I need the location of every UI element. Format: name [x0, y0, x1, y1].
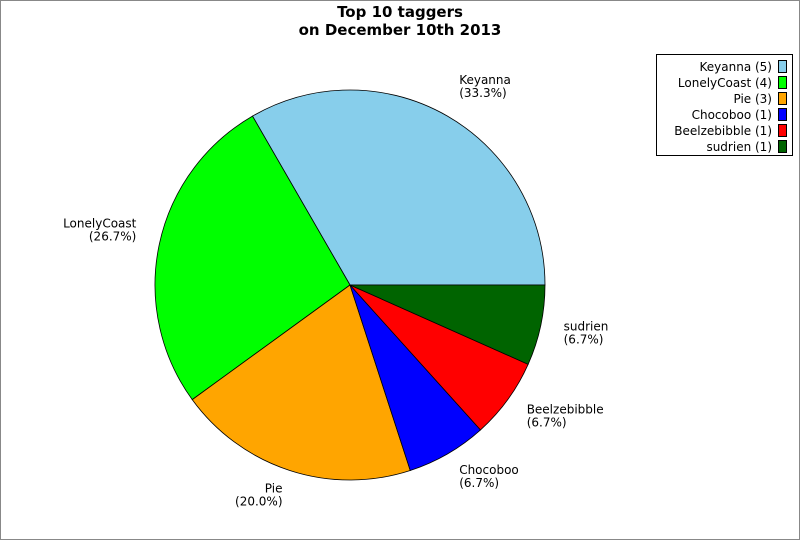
legend-label: Keyanna (5) [700, 60, 773, 74]
legend-label: LonelyCoast (4) [678, 76, 772, 90]
legend-label: Beelzebibble (1) [674, 124, 772, 138]
chart-title: Top 10 taggers [337, 3, 463, 21]
legend-swatch [778, 92, 787, 105]
slice-percent: (33.3%) [459, 86, 506, 100]
chart-subtitle: on December 10th 2013 [299, 21, 502, 39]
slice-label: sudrien [564, 319, 609, 333]
pie-slice [349, 284, 546, 365]
slice-percent: (26.7%) [89, 230, 136, 244]
slice-label: Chocoboo [459, 463, 519, 477]
legend-box [656, 54, 793, 156]
pie-slice [154, 115, 351, 401]
legend-label: sudrien (1) [706, 140, 772, 154]
slice-percent: (6.7%) [527, 415, 567, 429]
legend-swatch [778, 76, 787, 89]
slice-percent: (20.0%) [235, 495, 282, 509]
legend-swatch [778, 124, 787, 137]
pie-slice [251, 89, 546, 286]
legend-swatch [778, 140, 787, 153]
slice-percent: (6.7%) [459, 476, 499, 490]
legend-label: Pie (3) [733, 92, 772, 106]
slice-percent: (6.7%) [564, 332, 604, 346]
legend-label: Chocoboo (1) [692, 108, 772, 122]
slice-label: Beelzebibble [527, 402, 604, 416]
slice-label: Pie [265, 482, 283, 496]
slice-label: Keyanna [459, 73, 511, 87]
legend-swatch [778, 60, 787, 73]
pie-slice [191, 284, 411, 481]
slice-label: LonelyCoast [63, 217, 137, 231]
legend-swatch [778, 108, 787, 121]
